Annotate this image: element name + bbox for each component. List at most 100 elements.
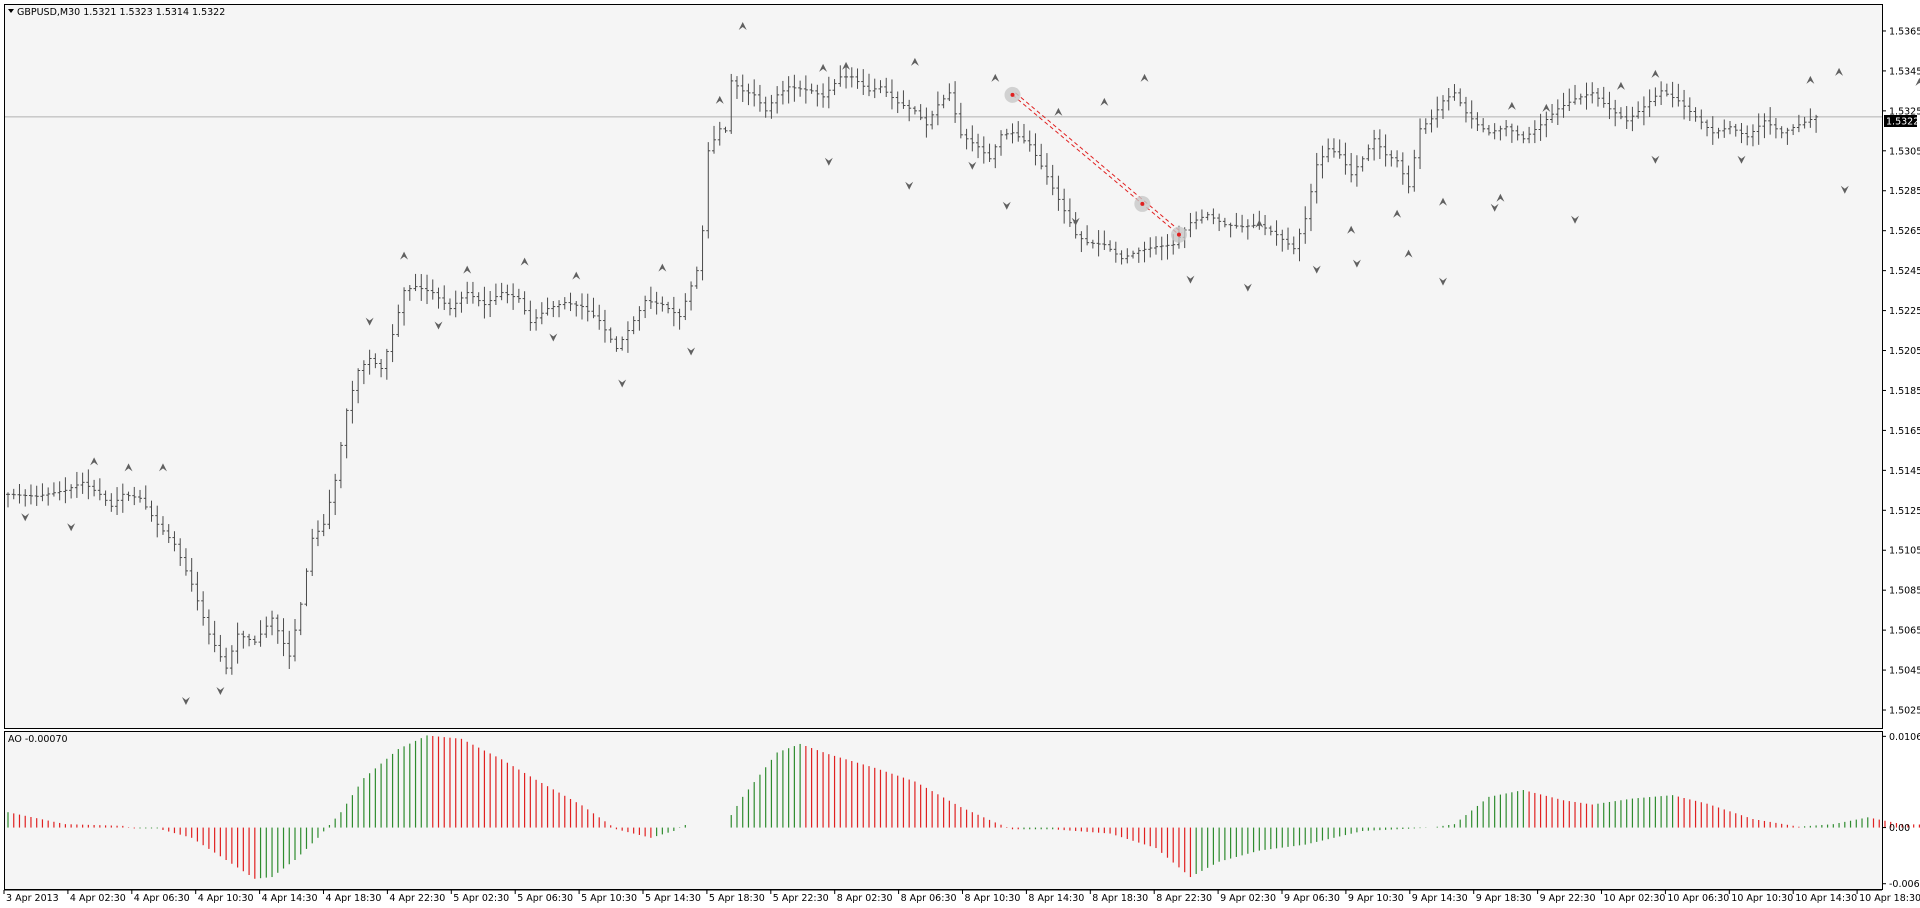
price-tick-label: 1.5025 xyxy=(1889,706,1920,717)
ohlc-bar xyxy=(780,80,785,105)
ohlc-bar xyxy=(1750,124,1755,147)
fractal-down-marker xyxy=(1490,203,1499,212)
ohlc-bar xyxy=(1199,209,1204,224)
ohlc-bar xyxy=(1349,153,1354,183)
trendline-parallel[interactable] xyxy=(1015,92,1183,234)
ohlc-bar xyxy=(1039,143,1044,170)
ohlc-bar xyxy=(1423,118,1428,134)
trendline-group[interactable] xyxy=(1004,86,1187,243)
price-tick-label: 1.5325 xyxy=(1889,106,1920,117)
ohlc-bar xyxy=(798,80,803,97)
ohlc-bar xyxy=(941,94,946,109)
chart-menu-icon[interactable] xyxy=(8,9,14,13)
ohlc-bar xyxy=(1521,131,1526,144)
ohlc-bar xyxy=(1618,107,1623,120)
ao-axis: 0.01069 0.00 -0.00658 xyxy=(1882,732,1920,890)
ohlc-bar xyxy=(1555,99,1560,126)
ohlc-bar xyxy=(143,485,148,510)
ohlc-bar xyxy=(677,308,682,330)
ohlc-bar xyxy=(80,472,85,494)
ohlc-bar xyxy=(447,298,452,316)
ohlc-bar xyxy=(1550,103,1555,123)
ohlc-bar xyxy=(1469,100,1474,129)
ohlc-bar xyxy=(396,304,401,337)
ohlc-bar xyxy=(1659,81,1664,106)
ohlc-bar xyxy=(1004,128,1009,140)
ohlc-bar xyxy=(694,266,699,289)
ohlc-bar xyxy=(1331,138,1336,158)
ohlc-bar xyxy=(1670,81,1675,108)
ohlc-bar xyxy=(1716,127,1721,139)
price-tick-label: 1.5185 xyxy=(1889,386,1920,397)
fractal-down-marker xyxy=(1071,217,1080,226)
ohlc-bar xyxy=(6,492,10,508)
ohlc-bar xyxy=(183,548,188,576)
time-tick-label: 9 Apr 14:30 xyxy=(1412,893,1468,904)
ohlc-bar xyxy=(516,288,521,303)
ohlc-bar xyxy=(792,74,797,102)
ohlc-bar xyxy=(1366,144,1371,162)
price-tick-label: 1.5245 xyxy=(1889,266,1920,277)
ohlc-bar xyxy=(1441,95,1445,120)
ohlc-bar xyxy=(1676,83,1681,107)
price-panel-frame[interactable] xyxy=(4,4,1883,729)
ohlc-bar xyxy=(212,620,217,653)
ohlc-bar xyxy=(310,528,315,576)
ohlc-bar xyxy=(1142,241,1147,263)
ohlc-bar xyxy=(763,96,768,118)
fractal-up-marker xyxy=(738,21,747,30)
fractal-up-marker xyxy=(1100,97,1109,106)
ohlc-bar xyxy=(155,505,160,538)
ohlc-bar xyxy=(1188,212,1193,238)
ohlc-bar xyxy=(1016,121,1021,142)
ohlc-bar xyxy=(907,99,912,122)
fractal-up-marker xyxy=(1054,107,1063,116)
ohlc-bar xyxy=(1297,228,1302,262)
time-tick-label: 5 Apr 10:30 xyxy=(581,893,637,904)
ohlc-bar xyxy=(1475,112,1480,131)
fractal-down-marker xyxy=(434,321,443,330)
ohlc-bar xyxy=(1705,119,1710,137)
ohlc-bar xyxy=(574,301,579,317)
ohlc-bar xyxy=(281,618,286,657)
ohlc-bar xyxy=(1308,183,1313,232)
ohlc-bar xyxy=(976,133,981,159)
ohlc-bar xyxy=(74,471,79,498)
ohlc-bar xyxy=(241,630,246,649)
ohlc-bar xyxy=(551,301,556,318)
fractal-up-marker xyxy=(520,257,529,266)
ohlc-bar xyxy=(1687,97,1692,121)
trendline[interactable] xyxy=(1012,94,1180,236)
ohlc-bar xyxy=(493,283,498,305)
fractal-down-marker xyxy=(618,379,627,388)
ohlc-bar xyxy=(1779,126,1784,139)
ohlc-bar xyxy=(1567,88,1572,112)
ohlc-bar xyxy=(1354,155,1359,187)
ohlc-bar xyxy=(987,143,992,162)
ohlc-bar xyxy=(92,479,97,497)
ohlc-bar xyxy=(1395,150,1400,168)
ohlc-bar xyxy=(993,144,998,169)
ohlc-bar xyxy=(838,65,843,87)
ohlc-bar xyxy=(252,635,257,646)
ohlc-bar xyxy=(1452,84,1457,101)
fractal-up-marker xyxy=(715,95,724,104)
ohlc-bar xyxy=(757,84,762,112)
ohlc-bar xyxy=(275,614,280,644)
ohlc-bar xyxy=(534,309,539,331)
ohlc-bar xyxy=(895,91,900,114)
ohlc-bar xyxy=(625,321,630,353)
fractal-up-marker xyxy=(842,61,851,70)
ohlc-bar xyxy=(585,293,590,322)
ohlc-bar xyxy=(947,83,952,102)
ohlc-bar xyxy=(660,296,665,312)
fractal-markers-group xyxy=(21,21,1920,706)
ohlc-bar xyxy=(528,300,533,331)
ohlc-bar xyxy=(350,380,355,424)
ohlc-bar xyxy=(505,284,510,304)
price-bars-group xyxy=(6,63,1819,675)
ohlc-bar xyxy=(1504,119,1509,137)
ohlc-bar xyxy=(1131,250,1136,259)
ohlc-bar xyxy=(1435,96,1440,128)
